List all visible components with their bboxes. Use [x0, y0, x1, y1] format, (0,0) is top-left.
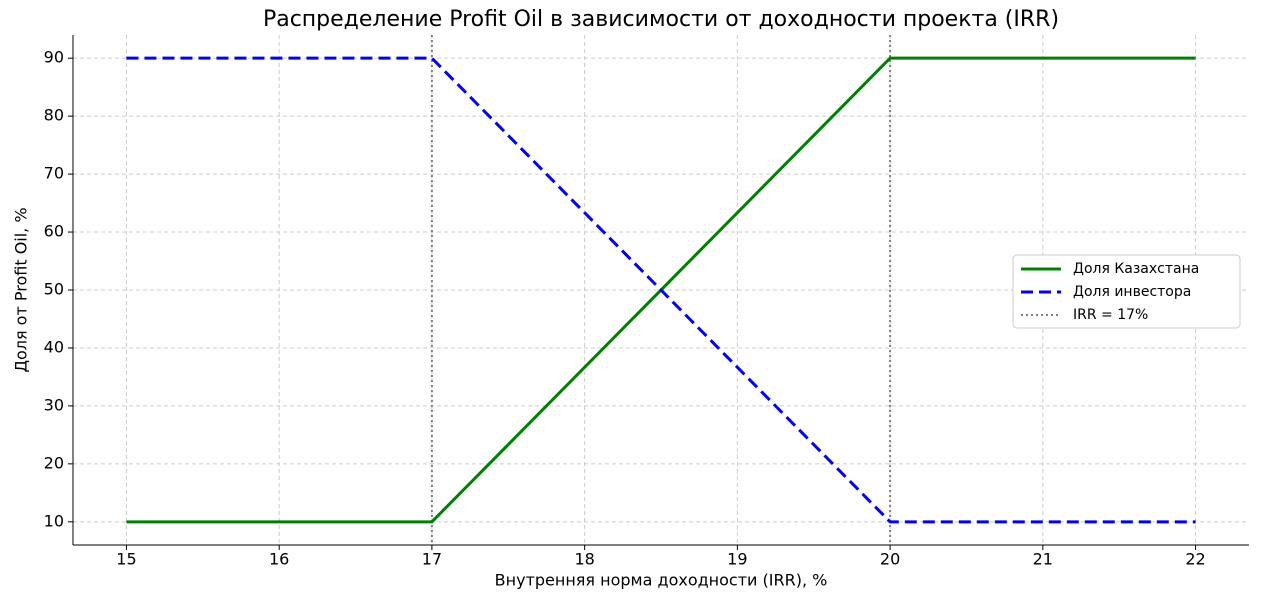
x-axis-label: Внутренняя норма доходности (IRR), % [495, 571, 828, 590]
x-tick-label: 16 [269, 550, 289, 569]
y-tick-label: 60 [44, 222, 64, 241]
y-tick-label: 20 [44, 453, 64, 472]
legend-label: IRR = 17% [1073, 307, 1148, 323]
x-tick-label: 18 [574, 550, 594, 569]
chart-title: Распределение Profit Oil в зависимости о… [263, 7, 1059, 32]
y-tick-label: 40 [44, 337, 64, 356]
legend-label: Доля Казахстана [1073, 261, 1199, 277]
x-tick-label: 20 [880, 550, 900, 569]
y-tick-label: 90 [44, 48, 64, 67]
y-tick-label: 50 [44, 280, 64, 299]
y-tick-label: 70 [44, 164, 64, 183]
legend-box [1012, 254, 1241, 329]
x-tick-label: 15 [116, 550, 136, 569]
data-line [126, 56, 1196, 524]
x-tick-label: 21 [1033, 550, 1053, 569]
y-axis-label: Доля от Profit Oil, % [12, 207, 31, 372]
x-tick-label: 17 [422, 550, 442, 569]
x-tick-label: 22 [1185, 550, 1205, 569]
y-tick-label: 30 [44, 395, 64, 414]
legend-label: Доля инвестора [1073, 284, 1191, 300]
x-tick-label: 19 [727, 550, 747, 569]
y-tick-label: 80 [44, 106, 64, 125]
y-tick-label: 10 [44, 511, 64, 530]
